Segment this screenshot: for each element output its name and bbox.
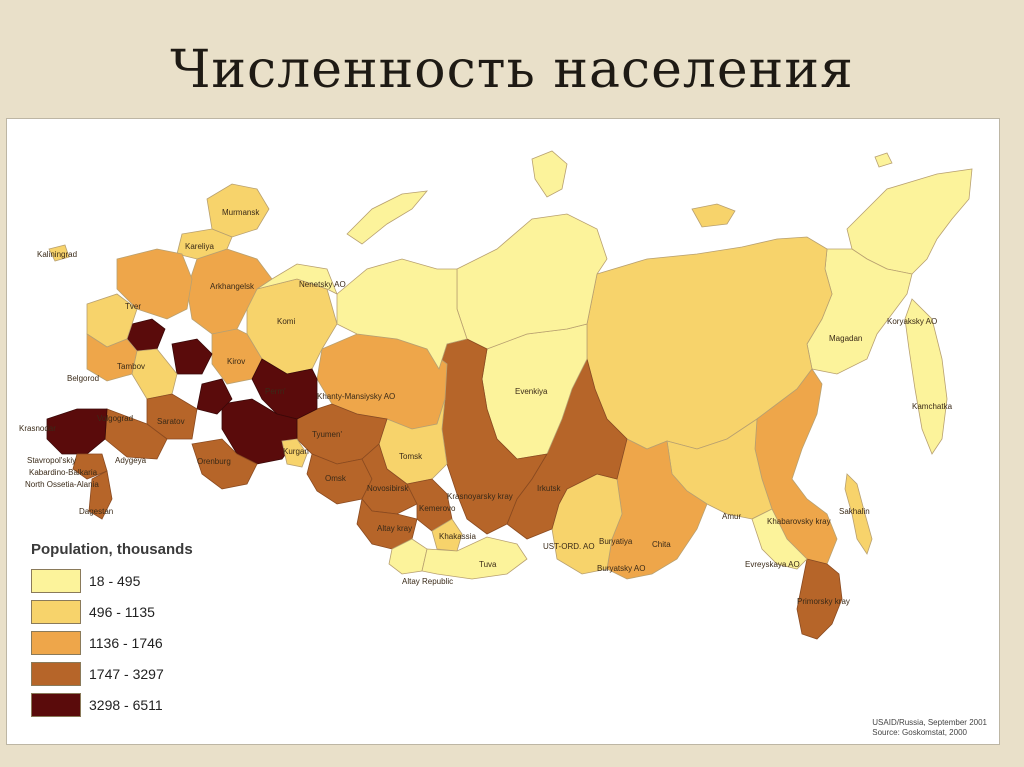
label-krasnodar: Krasnodar — [19, 424, 56, 433]
legend-item: 18 - 495 — [31, 568, 271, 594]
map-legend: Population, thousands 18 - 495 496 - 113… — [31, 541, 271, 723]
label-adygeya: Adygeya — [115, 456, 147, 465]
russia-map: Kaliningrad Murmansk Kareliya Arkhangels… — [19, 150, 973, 640]
region-sakhalin[interactable] — [844, 473, 873, 555]
label-khanty: Khanty-Mansiysky AO — [317, 392, 395, 401]
legend-swatch — [31, 600, 81, 624]
legend-item: 496 - 1135 — [31, 599, 271, 625]
region-severnaya-zemlya[interactable] — [531, 150, 568, 198]
legend-item: 1136 - 1746 — [31, 630, 271, 656]
label-primorsky: Primorsky kray — [797, 597, 850, 606]
region-krasnodar[interactable] — [46, 408, 108, 455]
label-altai-rep: Altay Republic — [402, 577, 453, 586]
region-central-4[interactable] — [131, 348, 178, 400]
legend-label: 1747 - 3297 — [89, 666, 164, 682]
label-krasnoyarsk: Krasnoyarsky kray — [447, 492, 513, 501]
label-koryak: Koryaksky AO — [887, 317, 937, 326]
source-note: USAID/Russia, September 2001 Source: Gos… — [872, 718, 987, 738]
label-sakhalin: Sakhalin — [839, 507, 870, 516]
region-nenets[interactable] — [256, 263, 338, 295]
legend-label: 1136 - 1746 — [89, 635, 163, 651]
label-irkutsk: Irkutsk — [537, 484, 562, 493]
region-perm[interactable] — [251, 358, 318, 420]
region-yamal[interactable] — [336, 258, 468, 370]
label-dagestan: Dagestan — [79, 507, 113, 516]
label-novosibirsk: Novosibirsk — [367, 484, 409, 493]
region-nizhny[interactable] — [171, 338, 213, 375]
label-kirov: Kirov — [227, 357, 245, 366]
label-komi: Komi — [277, 317, 295, 326]
label-north-ossetia: North Ossetia-Alania — [25, 480, 99, 489]
label-tver: Tver — [125, 302, 141, 311]
label-saratov: Saratov — [157, 417, 185, 426]
region-tuva[interactable] — [421, 536, 528, 580]
region-stavropol[interactable] — [72, 453, 108, 480]
label-kabardino: Kabardino-Balkaria — [29, 468, 98, 477]
label-kemerovo: Kemerovo — [419, 504, 456, 513]
region-wrangel[interactable] — [874, 152, 893, 168]
label-stavropol: Stavropol'skiy — [27, 456, 76, 465]
label-nenets: Nenetsky AO — [299, 280, 346, 289]
region-arkhangelsk[interactable] — [186, 248, 273, 335]
label-tyumen: Tyumen' — [312, 430, 342, 439]
label-evenkiya: Evenkiya — [515, 387, 548, 396]
legend-swatch — [31, 662, 81, 686]
legend-item: 1747 - 3297 — [31, 661, 271, 687]
label-buryatiya: Buryatiya — [599, 537, 633, 546]
label-chita: Chita — [652, 540, 671, 549]
label-aginsky: Buryatsky AO — [597, 564, 645, 573]
legend-title: Population, thousands — [31, 541, 193, 558]
region-orenburg[interactable] — [191, 438, 258, 490]
label-kamchatka: Kamchatka — [912, 402, 953, 411]
label-arkhangelsk: Arkhangelsk — [210, 282, 255, 291]
region-novaya-zemlya[interactable] — [346, 190, 428, 245]
label-khabarovsk: Khabarovsky kray — [767, 517, 831, 526]
region-kurgan[interactable] — [281, 438, 308, 468]
legend-label: 496 - 1135 — [89, 604, 155, 620]
legend-label: 18 - 495 — [89, 573, 141, 589]
label-amur: Amur — [722, 512, 741, 521]
label-tambov: Tambov — [117, 362, 145, 371]
region-tatarstan[interactable] — [196, 378, 233, 415]
region-evreyskaya[interactable] — [751, 508, 808, 570]
label-volgograd: Volgograd — [97, 414, 133, 423]
label-altai-krai: Altay kray — [377, 524, 412, 533]
label-magadan: Magadan — [829, 334, 862, 343]
label-perm: Perm' — [265, 387, 286, 396]
region-kamchatka[interactable] — [904, 298, 948, 455]
legend-item: 3298 - 6511 — [31, 692, 271, 718]
region-dagestan[interactable] — [88, 470, 113, 520]
label-belgorod: Belgorod — [67, 374, 99, 383]
region-kaliningrad[interactable] — [48, 244, 70, 262]
page-title: Численность населения — [170, 40, 854, 100]
label-murmansk: Murmansk — [222, 208, 260, 217]
region-new-siberian[interactable] — [691, 203, 736, 228]
region-central-1[interactable] — [116, 248, 193, 320]
label-orenburg: Orenburg — [197, 457, 231, 466]
map-frame: Kaliningrad Murmansk Kareliya Arkhangels… — [6, 118, 1000, 745]
label-karelia: Kareliya — [185, 242, 214, 251]
legend-swatch — [31, 569, 81, 593]
region-novosibirsk[interactable] — [361, 443, 418, 515]
source-line-1: USAID/Russia, September 2001 — [872, 718, 987, 727]
label-omsk: Omsk — [325, 474, 347, 483]
region-primorsky[interactable] — [796, 558, 843, 640]
label-evreyskaya: Evreyskaya AO — [745, 560, 800, 569]
legend-swatch — [31, 693, 81, 717]
label-khakassia: Khakassia — [439, 532, 476, 541]
label-kaliningrad: Kaliningrad — [37, 250, 77, 259]
legend-label: 3298 - 6511 — [89, 697, 163, 713]
legend-swatch — [31, 631, 81, 655]
label-tomsk: Tomsk — [399, 452, 423, 461]
label-kurgan: Kurgan — [283, 447, 309, 456]
label-ust-orda: UST-ORD. AO — [543, 542, 595, 551]
label-tuva: Tuva — [479, 560, 497, 569]
region-khakassia[interactable] — [431, 518, 463, 552]
source-line-2: Source: Goskomstat, 2000 — [872, 728, 967, 737]
